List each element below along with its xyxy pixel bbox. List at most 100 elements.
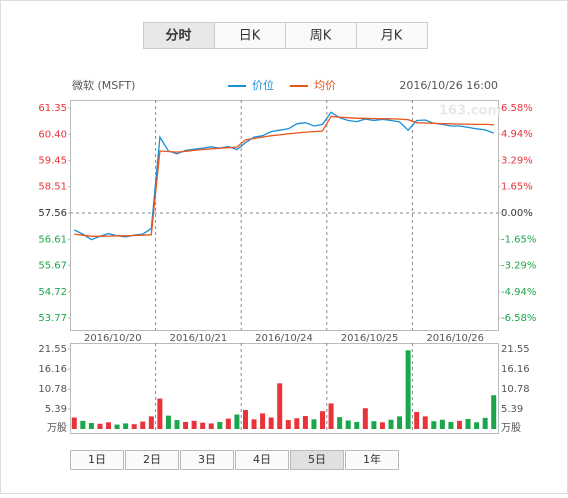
y-tick-label: 60.40: [38, 129, 67, 140]
volume-bar: [465, 418, 471, 429]
volume-bar: [337, 417, 343, 429]
range-label: 1日: [88, 453, 106, 466]
price-frame: [70, 100, 499, 331]
volume-tick-label-right: 10.78: [501, 384, 530, 395]
volume-bar: [165, 415, 171, 429]
legend-label: 均价: [314, 79, 336, 92]
range-button[interactable]: [180, 450, 234, 470]
volume-bar: [482, 417, 488, 429]
volume-bar: [320, 411, 326, 429]
range-label: 3日: [198, 453, 216, 466]
date-label: 2016/10/25: [341, 333, 399, 344]
y2-tick-label: -6.58%: [501, 313, 536, 324]
volume-bar: [302, 416, 308, 429]
volume-bar: [123, 423, 129, 429]
date-label: 2016/10/21: [170, 333, 228, 344]
volume-bar: [431, 421, 437, 429]
volume-bar: [225, 418, 231, 429]
tab-label: 日K: [239, 29, 261, 44]
volume-bar: [174, 420, 180, 429]
volume-bar: [234, 414, 240, 429]
range-button[interactable]: [345, 450, 399, 470]
volume-bar: [491, 395, 497, 429]
volume-bar: [131, 424, 137, 429]
volume-bar: [397, 416, 403, 429]
volume-tick-label: 21.55: [38, 344, 67, 355]
volume-bar: [285, 420, 291, 429]
y-tick-label: 58.51: [38, 182, 67, 193]
volume-bar: [260, 413, 266, 429]
volume-bar: [422, 416, 428, 429]
volume-tick-label-right: 5.39: [501, 404, 523, 415]
volume-bar: [456, 420, 462, 429]
range-button[interactable]: [70, 450, 124, 470]
volume-bar: [191, 420, 197, 429]
range-label: 2日: [143, 453, 161, 466]
legend-label: 价位: [252, 78, 274, 92]
volume-bar: [354, 421, 360, 429]
tab-label: 月K: [381, 29, 403, 44]
y2-tick-label: 4.94%: [501, 129, 533, 140]
y-tick-label: 56.61: [38, 234, 67, 245]
tab-button[interactable]: [285, 22, 357, 49]
y2-tick-label: 1.65%: [501, 182, 533, 193]
volume-bar: [183, 421, 189, 429]
range-label: 5日: [308, 453, 326, 466]
volume-tick-label: 10.78: [38, 384, 67, 395]
volume-bar: [114, 424, 120, 429]
volume-bar: [414, 411, 420, 429]
volume-bar: [97, 423, 103, 429]
volume-bar: [268, 417, 274, 429]
y2-tick-label: 3.29%: [501, 155, 533, 166]
volume-frame: [70, 343, 499, 434]
volume-bar: [371, 421, 377, 429]
range-button[interactable]: [125, 450, 179, 470]
volume-bar: [88, 423, 94, 429]
volume-bar: [379, 422, 385, 429]
y-tick-label: 54.72: [38, 287, 67, 298]
y2-tick-label: 6.58%: [501, 103, 533, 114]
volume-unit: 万股: [47, 422, 67, 434]
timestamp: 2016/10/26 16:00: [399, 79, 498, 92]
y-tick-label: 61.35: [38, 103, 67, 114]
y-tick-label: 53.77: [38, 313, 67, 324]
y2-tick-label: -1.65%: [501, 234, 536, 245]
volume-bar: [148, 416, 154, 429]
volume-bar: [157, 398, 163, 429]
volume-bar: [448, 421, 454, 429]
volume-bar: [80, 420, 86, 429]
tab-button[interactable]: [356, 22, 428, 49]
volume-bar: [405, 350, 411, 429]
volume-tick-label-right: 21.55: [501, 344, 530, 355]
volume-bar: [217, 421, 223, 429]
tab-button[interactable]: [214, 22, 286, 49]
volume-bar: [242, 410, 248, 429]
range-button[interactable]: [235, 450, 289, 470]
y-tick-label: 57.56: [38, 208, 67, 219]
volume-bar: [208, 423, 214, 429]
y2-tick-label: -3.29%: [501, 261, 536, 272]
volume-unit-right: 万股: [501, 422, 521, 434]
volume-tick-label: 5.39: [45, 404, 67, 415]
volume-bar: [311, 419, 317, 429]
volume-tick-label: 16.16: [38, 364, 67, 375]
volume-bar: [277, 383, 283, 429]
watermark: 163.com: [439, 104, 501, 119]
tab-label: 周K: [310, 29, 332, 44]
volume-bar: [251, 419, 257, 429]
range-label: 4日: [253, 453, 271, 466]
price-line: [74, 111, 494, 241]
volume-bar: [200, 422, 206, 429]
range-button[interactable]: [290, 450, 344, 470]
volume-bar: [106, 422, 112, 429]
y2-tick-label: 0.00%: [501, 208, 533, 219]
chart-title: 微软 (MSFT): [72, 78, 135, 92]
range-label: 1年: [363, 452, 381, 466]
volume-bar: [362, 408, 368, 429]
volume-bar: [71, 417, 77, 429]
y-tick-label: 55.67: [38, 260, 67, 271]
tab-label: 分时: [165, 28, 191, 44]
y2-tick-label: -4.94%: [501, 287, 536, 298]
